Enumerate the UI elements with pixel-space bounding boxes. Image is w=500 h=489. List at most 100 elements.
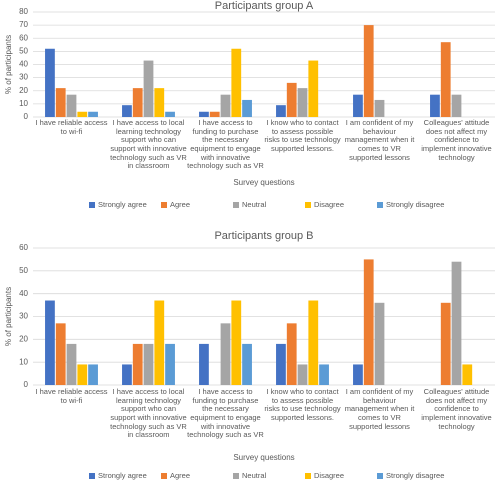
bar xyxy=(88,364,98,385)
bar xyxy=(353,364,363,385)
x-tick-label: Colleagues' attitude does not affect my … xyxy=(421,388,492,431)
legend-label: Strongly agree xyxy=(98,200,147,209)
x-tick-label-box: I have reliable access to wi-fi xyxy=(35,119,108,136)
bar xyxy=(122,105,132,117)
x-tick-label: I know who to contact to assess possible… xyxy=(264,119,341,153)
y-tick-label: 20 xyxy=(19,86,28,95)
legend-label: Strongly disagree xyxy=(386,471,444,480)
bar xyxy=(143,60,154,117)
y-tick-label: 50 xyxy=(19,266,28,275)
bar xyxy=(276,343,286,385)
x-tick-label: I have access to funding to purchase the… xyxy=(187,119,264,171)
bar xyxy=(462,364,473,385)
x-tick-label-box: I know who to contact to assess possible… xyxy=(264,119,341,153)
y-tick-label: 70 xyxy=(19,20,28,29)
x-tick-label: I have reliable access to wi-fi xyxy=(35,388,108,405)
y-tick-label: 10 xyxy=(19,357,28,366)
legend-swatch xyxy=(305,473,311,479)
y-tick-label: 30 xyxy=(19,312,28,321)
bar xyxy=(77,364,88,385)
x-tick-label: Colleagues' attitude does not affect my … xyxy=(421,119,492,162)
x-tick-label-box: I am confident of my behaviour managemen… xyxy=(344,119,415,162)
x-tick-label: I am confident of my behaviour managemen… xyxy=(344,388,415,431)
y-tick-label: 40 xyxy=(19,289,28,298)
bar xyxy=(286,82,297,117)
bar xyxy=(242,343,252,385)
legend-swatch xyxy=(89,473,95,479)
bar xyxy=(55,88,66,117)
bar xyxy=(242,99,252,117)
bar xyxy=(430,94,440,117)
y-tick-label: 50 xyxy=(19,46,28,55)
legend-swatch xyxy=(161,202,167,208)
bar xyxy=(319,364,329,385)
bar xyxy=(363,25,374,117)
legend-label: Disagree xyxy=(314,471,344,480)
bar xyxy=(55,323,66,385)
bar xyxy=(165,343,175,385)
legend-label: Agree xyxy=(170,471,190,480)
bar xyxy=(374,99,385,117)
y-axis-label: % of participants xyxy=(4,35,13,94)
legend-label: Strongly disagree xyxy=(386,200,444,209)
bar xyxy=(45,48,55,117)
x-tick-label: I have access to funding to purchase the… xyxy=(187,388,264,440)
bar xyxy=(440,302,451,385)
x-tick-label: I am confident of my behaviour managemen… xyxy=(344,119,415,162)
bar xyxy=(276,105,286,117)
x-tick-label-box: I have access to funding to purchase the… xyxy=(187,119,264,171)
bar xyxy=(231,300,242,385)
bar xyxy=(66,343,77,385)
bar xyxy=(77,111,88,117)
x-tick-label: I have access to local learning technolo… xyxy=(110,388,187,440)
legend-label: Agree xyxy=(170,200,190,209)
legend-label: Neutral xyxy=(242,471,267,480)
x-axis-label: Survey questions xyxy=(233,453,294,462)
bar xyxy=(308,60,319,117)
legend-label: Disagree xyxy=(314,200,344,209)
x-tick-label: I have reliable access to wi-fi xyxy=(35,119,108,136)
x-tick-label-box: I have reliable access to wi-fi xyxy=(35,388,108,405)
bar xyxy=(451,94,462,117)
bar xyxy=(231,48,242,117)
y-tick-label: 60 xyxy=(19,33,28,42)
y-tick-label: 20 xyxy=(19,334,28,343)
y-tick-label: 10 xyxy=(19,99,28,108)
x-tick-label: I have access to local learning technolo… xyxy=(110,119,187,171)
x-tick-label-box: Colleagues' attitude does not affect my … xyxy=(421,119,492,162)
bar xyxy=(374,302,385,385)
y-tick-label: 60 xyxy=(19,243,28,252)
bar xyxy=(297,88,308,117)
x-tick-label-box: I have access to local learning technolo… xyxy=(110,388,187,440)
legend-swatch xyxy=(377,202,383,208)
y-tick-label: 30 xyxy=(19,73,28,82)
bar xyxy=(297,364,308,385)
bar xyxy=(220,323,231,385)
x-tick-label-box: I have access to funding to purchase the… xyxy=(187,388,264,440)
x-tick-label: I know who to contact to assess possible… xyxy=(264,388,341,422)
x-axis-label: Survey questions xyxy=(233,178,294,187)
bar xyxy=(45,300,55,385)
bar xyxy=(451,261,462,385)
legend-swatch xyxy=(305,202,311,208)
bar xyxy=(286,323,297,385)
legend-swatch xyxy=(233,473,239,479)
x-tick-label-box: I know who to contact to assess possible… xyxy=(264,388,341,422)
x-tick-label-box: I have access to local learning technolo… xyxy=(110,119,187,171)
legend-swatch xyxy=(89,202,95,208)
y-tick-label: 40 xyxy=(19,60,28,69)
bar xyxy=(143,343,154,385)
bar xyxy=(220,94,231,117)
legend-label: Neutral xyxy=(242,200,267,209)
bar xyxy=(353,94,363,117)
y-tick-label: 0 xyxy=(24,380,29,389)
bar xyxy=(363,259,374,385)
bar xyxy=(209,111,220,117)
bar xyxy=(154,300,165,385)
bar xyxy=(88,111,98,117)
bar xyxy=(122,364,132,385)
bar xyxy=(132,88,143,117)
legend-label: Strongly agree xyxy=(98,471,147,480)
y-axis-label: % of participants xyxy=(4,287,13,346)
